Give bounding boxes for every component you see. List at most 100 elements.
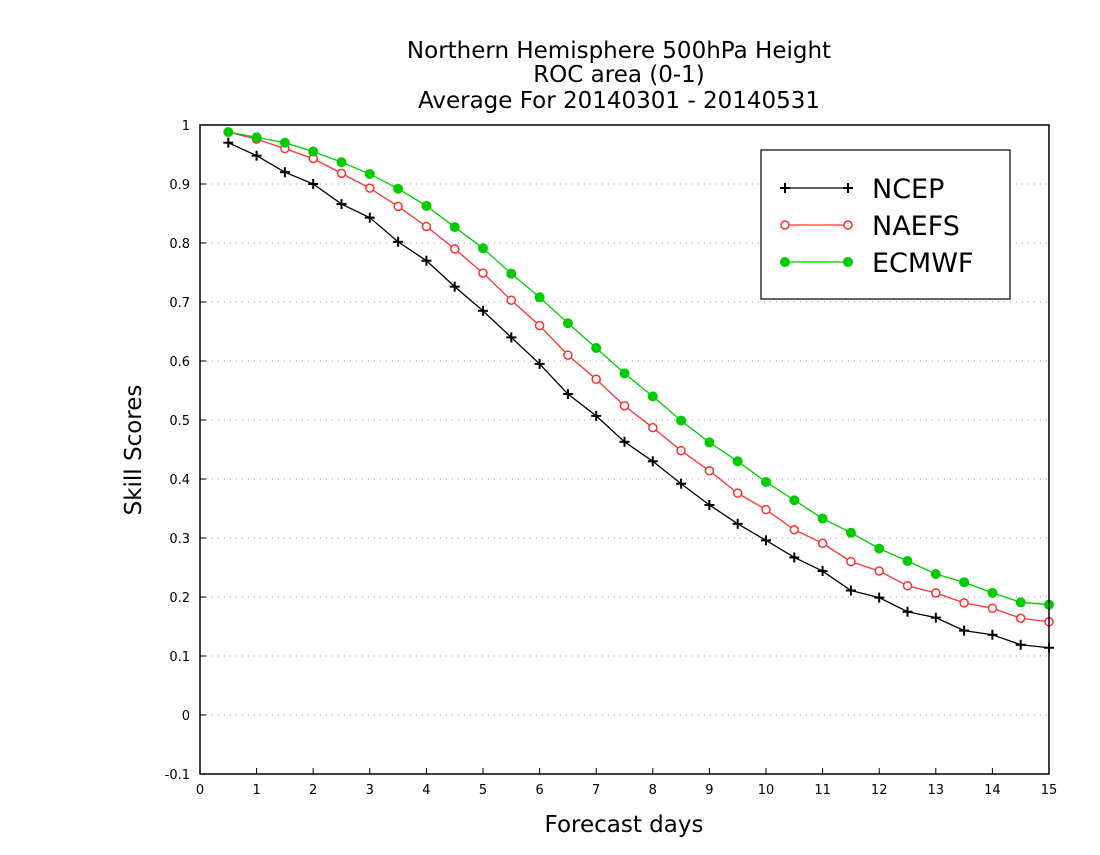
x-tick-label: 11 [814, 783, 831, 798]
data-point-marker [732, 456, 743, 467]
legend-item-naefs: NAEFS [780, 211, 960, 242]
x-tick-label: 8 [649, 783, 657, 798]
data-point-marker [959, 577, 970, 588]
data-point-marker [534, 292, 545, 303]
data-point-marker [648, 422, 658, 433]
data-point-marker [843, 220, 853, 230]
y-tick-label: 0.2 [169, 591, 190, 606]
data-point-marker [449, 222, 460, 233]
y-tick-label: 0.9 [169, 178, 190, 193]
y-tick-label: 0.1 [169, 650, 190, 665]
plot-frame [199, 124, 1050, 775]
legend-items: NCEP NAEFS ECMWF [780, 174, 973, 279]
y-tick-label: 1 [182, 119, 190, 134]
data-point-marker [902, 581, 913, 591]
chart-title-line-2: ROC area (0-1) [533, 62, 705, 88]
data-point-marker [506, 268, 517, 279]
data-point-marker [874, 543, 885, 554]
x-tick-label: 3 [366, 783, 374, 798]
data-point-marker [647, 391, 658, 402]
legend-label: ECMWF [872, 248, 973, 279]
chart-title-line-3: Average For 20140301 - 20140531 [418, 88, 820, 114]
series-ecmwf [223, 127, 1054, 610]
data-point-marker [987, 587, 998, 598]
series-line-naefs [228, 131, 1050, 623]
chart-title-line-1: Northern Hemisphere 500hPa Height [407, 38, 831, 64]
x-tick-label: 14 [984, 783, 1001, 798]
data-point-marker [843, 257, 853, 267]
x-tick-label: 9 [705, 783, 713, 798]
x-axis-ticks: 0 1 2 3 4 5 6 7 8 9 10 11 12 13 14 15 [196, 768, 1057, 798]
data-point-marker [789, 524, 800, 535]
x-tick-label: 2 [309, 783, 317, 798]
series-line-ecmwf [228, 131, 1050, 606]
data-point-marker [393, 201, 403, 212]
x-tick-label: 6 [535, 783, 543, 798]
data-point-marker [336, 157, 347, 168]
data-point-marker [1015, 597, 1026, 608]
data-point-marker [365, 183, 375, 193]
data-point-marker [563, 350, 573, 360]
data-point-marker [478, 268, 488, 278]
y-tick-label: 0.7 [169, 296, 190, 311]
legend-label: NAEFS [872, 211, 960, 242]
x-tick-label: 10 [758, 783, 775, 798]
data-point-marker [931, 588, 941, 598]
data-point-marker [761, 476, 771, 487]
x-tick-label: 0 [196, 783, 204, 798]
data-point-marker [393, 183, 404, 194]
data-point-marker [223, 127, 234, 138]
data-point-marker [421, 200, 432, 211]
x-tick-label: 7 [592, 783, 600, 798]
y-tick-label: 0.5 [169, 414, 190, 429]
data-point-marker [676, 445, 686, 456]
data-point-marker [534, 320, 545, 331]
y-tick-label: 0 [182, 709, 190, 724]
data-point-marker [780, 220, 790, 230]
data-point-marker [308, 146, 319, 157]
data-point-marker [704, 465, 715, 476]
data-point-marker [251, 132, 262, 143]
data-point-marker [704, 437, 715, 448]
data-point-marker [1015, 613, 1026, 623]
y-tick-label: 0.4 [169, 473, 190, 488]
data-point-marker [987, 603, 998, 613]
data-point-marker [619, 368, 630, 379]
legend: NCEP NAEFS ECMWF [760, 149, 1011, 300]
data-point-marker [676, 415, 687, 426]
data-point-marker [591, 343, 602, 354]
x-tick-label: 13 [928, 783, 945, 798]
x-axis-label: Forecast days [545, 812, 704, 838]
x-tick-label: 15 [1041, 783, 1058, 798]
data-point-marker [562, 318, 573, 329]
data-point-marker [421, 221, 432, 232]
data-point-marker [619, 401, 630, 411]
legend-label: NCEP [872, 174, 944, 205]
y-tick-label: 0.8 [169, 237, 190, 252]
data-point-marker [780, 257, 790, 267]
data-point-marker [845, 527, 856, 538]
y-tick-label: -0.1 [165, 768, 190, 783]
data-point-marker [591, 374, 601, 385]
data-point-marker [874, 566, 884, 576]
y-axis-label: Skill Scores [121, 385, 147, 516]
x-tick-label: 4 [422, 783, 430, 798]
data-point-marker [930, 568, 941, 579]
y-tick-label: 0.3 [169, 532, 190, 547]
data-point-marker [761, 504, 771, 515]
data-point-marker [902, 556, 913, 567]
y-tick-label: 0.6 [169, 355, 190, 370]
series-naefs [223, 127, 1054, 627]
data-point-marker [846, 556, 856, 567]
y-axis-ticks: -0.1 0 0.1 0.2 0.3 0.4 0.5 0.6 0.7 0.8 0.9 1 [165, 119, 206, 783]
data-point-marker [789, 495, 800, 506]
legend-item-ecmwf: ECMWF [780, 248, 973, 279]
series-layer [223, 127, 1054, 653]
data-point-marker [336, 168, 347, 179]
x-tick-label: 1 [252, 783, 260, 798]
data-point-marker [478, 243, 488, 254]
x-tick-label: 12 [871, 783, 888, 798]
data-point-marker [364, 168, 375, 179]
